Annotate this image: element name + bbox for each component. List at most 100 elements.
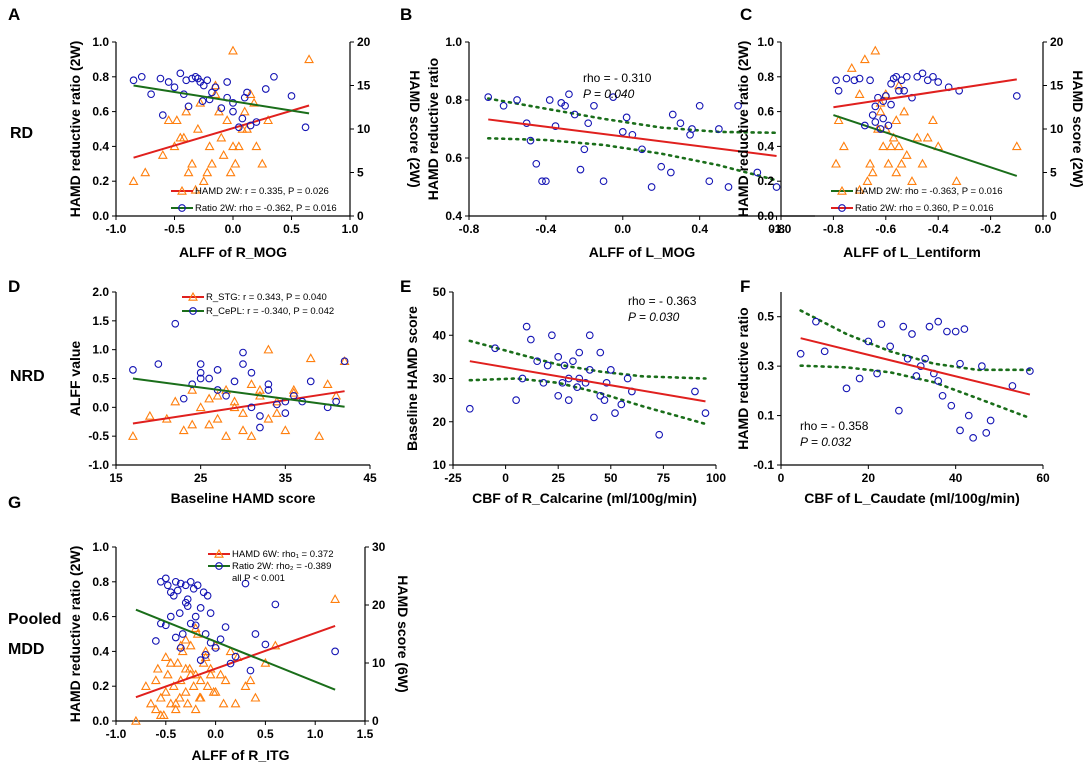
data-point xyxy=(288,384,299,394)
data-point xyxy=(969,433,977,442)
data-point xyxy=(862,176,873,185)
data-point xyxy=(237,123,248,133)
data-point xyxy=(892,72,901,81)
data-point xyxy=(860,121,869,130)
data-point xyxy=(888,132,899,142)
data-point xyxy=(240,681,251,690)
fit-line xyxy=(132,390,345,425)
data-point xyxy=(249,97,259,107)
data-point xyxy=(211,83,220,92)
data-point xyxy=(855,374,864,383)
data-point xyxy=(204,393,215,403)
data-point xyxy=(918,69,927,78)
data-point xyxy=(140,681,151,690)
y-tick-label: 0.4 xyxy=(92,644,109,658)
data-point xyxy=(238,114,247,123)
data-point xyxy=(127,431,138,440)
data-point xyxy=(564,396,573,404)
y-tick-label: 0.2 xyxy=(92,679,109,693)
data-point xyxy=(171,319,180,328)
data-point xyxy=(688,125,696,133)
data-point xyxy=(191,72,200,81)
data-point xyxy=(216,635,225,644)
y-tick-label: -1.0 xyxy=(88,458,109,472)
ci-upper-line xyxy=(486,97,778,135)
y-tick-label: 0.5 xyxy=(757,310,774,324)
data-point xyxy=(229,396,240,406)
data-point xyxy=(222,391,230,400)
panel-letter: B xyxy=(400,5,412,24)
data-point xyxy=(611,409,619,417)
data-point xyxy=(199,81,208,90)
x-axis-label: ALFF of L_MOG xyxy=(589,244,696,260)
y-tick-label: 0.4 xyxy=(445,209,462,223)
data-point xyxy=(207,158,217,168)
data-point xyxy=(923,76,932,85)
data-point xyxy=(921,354,929,363)
data-point xyxy=(842,384,851,393)
x-tick-label: -0.5 xyxy=(155,727,176,741)
data-point xyxy=(956,359,964,368)
data-point xyxy=(168,681,179,690)
data-point xyxy=(180,663,191,673)
fit-line xyxy=(135,608,336,691)
data-point xyxy=(596,348,605,357)
y-tick-label: 2.0 xyxy=(92,285,109,299)
data-point xyxy=(951,176,962,185)
data-point xyxy=(691,387,699,396)
y-tick-label: 0.6 xyxy=(92,105,109,119)
x-tick-label: 20 xyxy=(862,471,876,485)
data-point xyxy=(876,125,885,133)
ci-lower-line xyxy=(486,136,778,182)
data-point xyxy=(206,609,215,617)
data-point xyxy=(246,666,255,675)
data-point xyxy=(200,652,211,661)
data-point xyxy=(887,100,895,109)
data-point xyxy=(934,377,943,385)
data-point xyxy=(213,366,222,374)
data-point xyxy=(864,337,873,346)
data-point xyxy=(960,325,969,333)
data-point xyxy=(554,353,563,361)
series-hamd xyxy=(465,322,710,439)
y-tick-label: 0.6 xyxy=(757,105,774,119)
data-point xyxy=(465,404,474,413)
y-tick-label: 1.0 xyxy=(445,35,462,49)
legend: HAMD 2W: rho = -0.363, P = 0.016 Ratio 2W… xyxy=(831,185,1003,214)
data-point xyxy=(129,366,137,374)
data-point xyxy=(956,426,964,435)
series-ratio-2w xyxy=(129,69,310,132)
x-tick-label: 50 xyxy=(604,471,618,485)
data-point xyxy=(570,110,579,119)
panel-b: B -0.8 -0.4 0.0 0.4 0.8 0.4 0.6 0.8 1.0 ALFF of L_… xyxy=(400,5,815,260)
data-point xyxy=(875,97,886,107)
data-point xyxy=(986,416,995,425)
y2-tick-label: 10 xyxy=(357,122,371,136)
data-point xyxy=(1008,382,1017,390)
y-axis-label: ALFF value xyxy=(67,341,83,417)
data-point xyxy=(893,80,904,90)
data-point xyxy=(170,396,181,406)
data-point xyxy=(331,390,342,400)
data-point xyxy=(178,132,189,142)
data-point xyxy=(922,132,933,142)
data-point xyxy=(900,86,908,95)
data-point xyxy=(322,379,333,389)
x-axis-label: Baseline HAMD score xyxy=(171,490,316,506)
data-point xyxy=(179,394,188,403)
y2-tick-label: 20 xyxy=(372,598,386,612)
y-axis-label: HAMD reductive ratio (2W) xyxy=(67,41,83,218)
y2-tick-label: 10 xyxy=(372,656,386,670)
data-point xyxy=(130,715,141,725)
panel-letter: C xyxy=(740,5,752,24)
data-point xyxy=(908,330,916,338)
fit-line xyxy=(488,118,777,157)
data-point xyxy=(160,686,171,696)
data-point xyxy=(901,149,912,159)
data-point xyxy=(305,353,316,363)
data-point xyxy=(196,374,205,383)
x-axis-label: ALFF of L_Lentiform xyxy=(843,244,981,260)
x-tick-label: -0.8 xyxy=(459,222,480,236)
x-tick-label: 100 xyxy=(706,471,726,485)
data-point xyxy=(891,167,902,177)
